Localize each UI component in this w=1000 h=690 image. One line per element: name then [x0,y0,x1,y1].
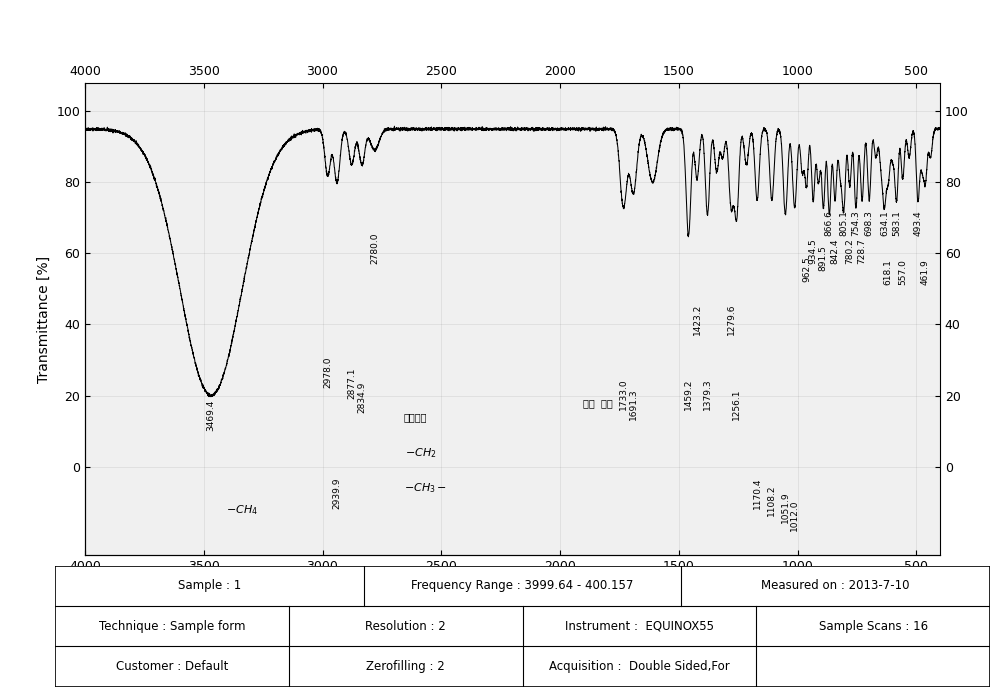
Text: 493.4: 493.4 [913,210,922,235]
Text: 698.3: 698.3 [865,210,874,235]
Text: 1256.1: 1256.1 [732,389,741,420]
Text: 3469.4: 3469.4 [207,400,216,431]
Text: 1051.9: 1051.9 [781,492,790,524]
Text: Measured on : 2013-7-10: Measured on : 2013-7-10 [761,580,910,593]
Text: 燃剂信息: 燃剂信息 [403,413,427,422]
Text: 1379.3: 1379.3 [703,378,712,410]
Text: Technique : Sample form: Technique : Sample form [99,620,245,633]
X-axis label: Wavenumber cm-1: Wavenumber cm-1 [447,579,578,593]
Text: Customer : Default: Customer : Default [116,660,228,673]
Text: 2978.0: 2978.0 [323,357,332,388]
Text: 1279.6: 1279.6 [727,304,736,335]
Text: 2780.0: 2780.0 [370,233,379,264]
Text: 2834.9: 2834.9 [357,382,366,413]
Text: 2939.9: 2939.9 [332,477,341,509]
Text: 891.5: 891.5 [819,245,828,271]
Text: $-CH_3-$: $-CH_3-$ [404,482,447,495]
Text: Frequency Range : 3999.64 - 400.157: Frequency Range : 3999.64 - 400.157 [411,580,634,593]
Text: 2877.1: 2877.1 [347,368,356,399]
Text: Acquisition :  Double Sided,For: Acquisition : Double Sided,For [549,660,730,673]
Text: 618.1: 618.1 [884,259,893,286]
Text: 934.5: 934.5 [809,238,818,264]
Text: 1733.0: 1733.0 [619,378,628,410]
Text: 1012.0: 1012.0 [790,499,799,531]
Y-axis label: Transmittance [%]: Transmittance [%] [37,255,51,383]
Text: 754.3: 754.3 [851,210,860,235]
Text: 内酯  配体: 内酯 配体 [583,398,613,408]
Text: 634.1: 634.1 [880,210,889,235]
Text: Sample Scans : 16: Sample Scans : 16 [819,620,928,633]
Text: 461.9: 461.9 [921,259,930,286]
Text: 728.7: 728.7 [857,238,866,264]
Text: 583.1: 583.1 [892,210,901,235]
Text: 805.1: 805.1 [839,210,848,235]
Text: $-CH_2$: $-CH_2$ [405,446,437,460]
Text: 1459.2: 1459.2 [684,378,693,410]
Text: Zerofilling : 2: Zerofilling : 2 [366,660,445,673]
Text: 962.5: 962.5 [802,256,811,282]
Text: 1423.2: 1423.2 [692,304,701,335]
Text: 1691.3: 1691.3 [629,388,638,420]
Text: 780.2: 780.2 [845,238,854,264]
Text: 1108.2: 1108.2 [767,485,776,516]
Text: Sample : 1: Sample : 1 [178,580,241,593]
Text: Instrument :  EQUINOX55: Instrument : EQUINOX55 [565,620,714,633]
Text: 557.0: 557.0 [898,259,907,286]
Text: Resolution : 2: Resolution : 2 [365,620,446,633]
Text: 1170.4: 1170.4 [753,477,762,509]
Text: $-CH_4$: $-CH_4$ [226,503,258,517]
Text: 866.6: 866.6 [825,210,834,235]
Text: 842.4: 842.4 [830,239,839,264]
